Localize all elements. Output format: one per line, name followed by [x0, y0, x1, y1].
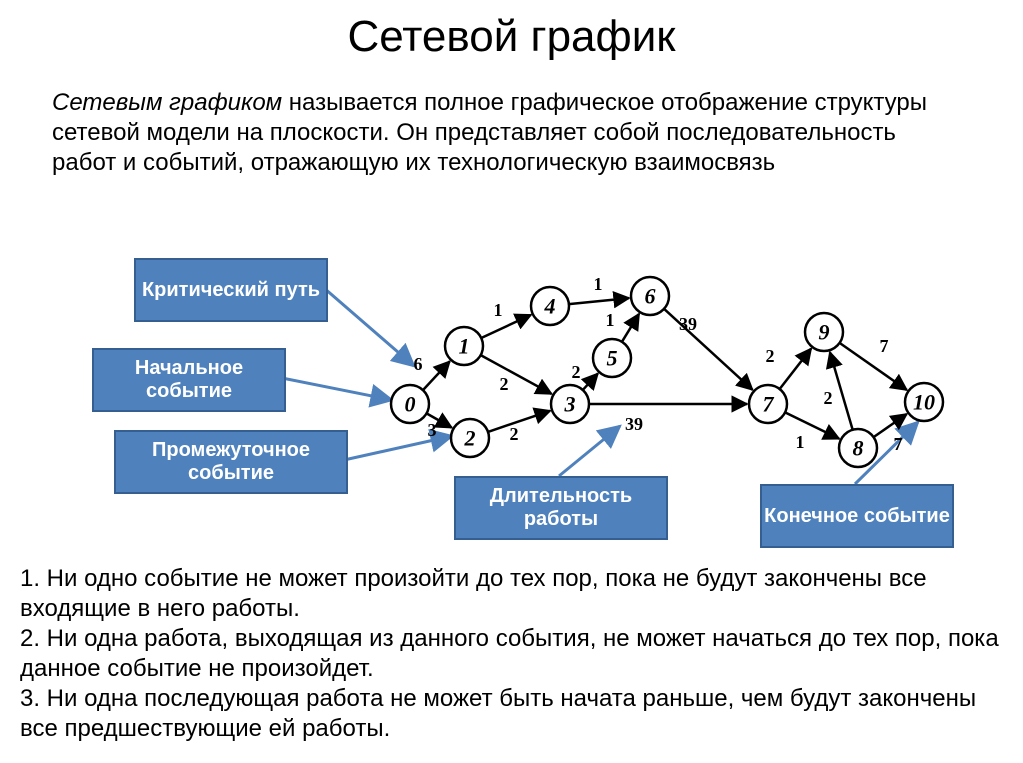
rule-line: 1. Ни одно событие не может произойти до… [20, 564, 1000, 624]
edge [569, 298, 629, 304]
rules-paragraph: 1. Ни одно событие не может произойти до… [20, 564, 1000, 744]
edge [481, 315, 531, 338]
node-label: 7 [763, 392, 775, 417]
node-label: 6 [645, 284, 656, 309]
label-duration: Длительность работы [454, 476, 668, 540]
edge-weight: 1 [606, 310, 615, 330]
edge-weight: 2 [510, 424, 519, 444]
edge [664, 309, 752, 390]
edge [840, 343, 907, 390]
node-label: 4 [544, 294, 556, 319]
edge [830, 352, 853, 430]
rule-line: 2. Ни одна работа, выходящая из данного … [20, 624, 1000, 684]
edge [488, 411, 550, 432]
edge-weight: 7 [880, 336, 889, 356]
callout-arrow [559, 426, 620, 476]
edge-weight: 1 [796, 432, 805, 452]
edge-weight: 3 [428, 420, 437, 440]
edge [423, 361, 450, 390]
label-end-event: Конечное событие [760, 484, 954, 548]
node-label: 0 [405, 392, 416, 417]
edge [583, 374, 598, 390]
callout-arrow [324, 288, 414, 366]
edge [481, 355, 552, 394]
edge [785, 412, 839, 438]
edge-weight: 1 [494, 300, 503, 320]
edge-weight: 7 [894, 434, 903, 454]
edge-weight: 6 [414, 354, 423, 374]
node-label: 2 [464, 426, 476, 451]
label-critical-path: Критический путь [134, 258, 328, 322]
node-label: 1 [459, 334, 470, 359]
rule-line: 3. Ни одна последующая работа не может б… [20, 684, 1000, 744]
node-label: 8 [853, 436, 864, 461]
node-label: 10 [913, 390, 935, 415]
edge-weight: 39 [625, 414, 643, 434]
label-intermediate-event: Промежуточное событие [114, 430, 348, 494]
node-label: 3 [564, 392, 576, 417]
edge-weight: 39 [679, 314, 697, 334]
node-label: 9 [819, 320, 830, 345]
edge-weight: 2 [572, 362, 581, 382]
edge-weight: 2 [500, 374, 509, 394]
nodes-group: 0 1 2 3 4 5 6 7 8 9 10 [391, 277, 943, 467]
edge [622, 314, 639, 342]
edge-weight: 1 [594, 274, 603, 294]
node-label: 5 [607, 346, 618, 371]
label-start-event: Начальное событие [92, 348, 286, 412]
callout-arrow [282, 378, 392, 400]
edge [780, 349, 811, 389]
edge-weight: 2 [824, 388, 833, 408]
edge-weight: 2 [766, 346, 775, 366]
